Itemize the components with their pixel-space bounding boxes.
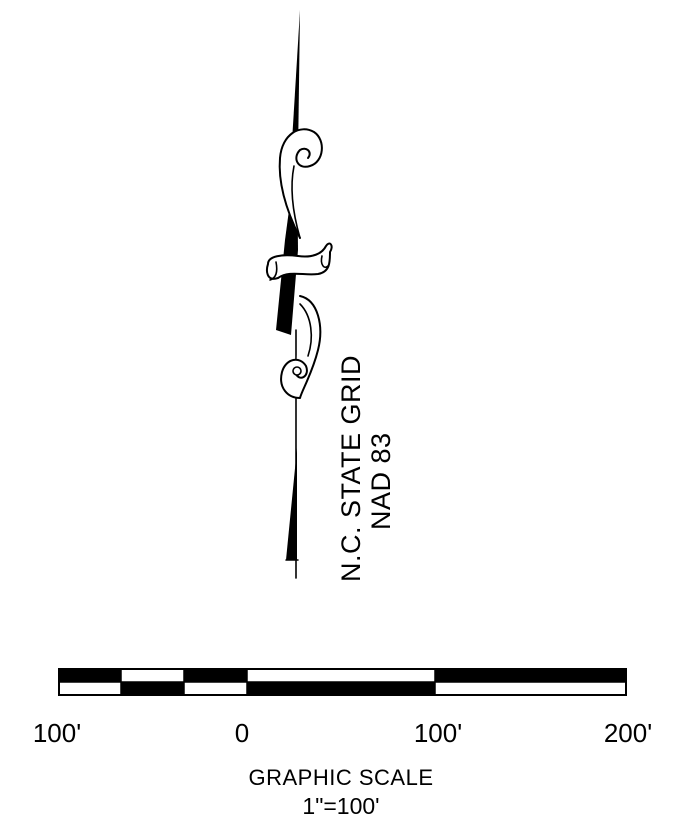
scale-seg-top-2 (121, 669, 184, 682)
scale-bar-outline (58, 668, 627, 696)
north-arrow-upper-scroll (278, 128, 323, 239)
graphic-scale-bar (58, 668, 627, 696)
scale-tick-label-200: 200' (604, 718, 652, 748)
scale-tick-label-neg100: 100' (33, 718, 81, 748)
scale-seg-top-5 (435, 669, 626, 682)
scale-seg-bottom-1 (59, 682, 121, 695)
scale-tick-label-100: 100' (414, 718, 462, 748)
north-arrow-label-grid: N.C. STATE GRID (336, 355, 366, 582)
scale-title: GRAPHIC SCALE (249, 765, 434, 790)
scale-seg-top-1 (59, 669, 121, 682)
scale-seg-bottom-4 (247, 682, 435, 695)
north-arrow-label-datum: NAD 83 (366, 432, 396, 530)
north-arrow-icon (266, 10, 333, 579)
scale-tick-label-0: 0 (235, 718, 249, 748)
north-arrow-lower-blade (286, 448, 297, 560)
scale-seg-top-3 (184, 669, 247, 682)
scale-ratio: 1"=100' (302, 793, 379, 819)
north-arrow-lower-scroll-inner (299, 303, 313, 357)
north-arrow-lower-scroll (280, 295, 322, 399)
north-arrow-ribbon (266, 242, 333, 280)
north-arrow-ribbon-fold (269, 255, 329, 281)
north-arrow-upper-scroll-inner (291, 165, 301, 239)
north-arrow-scroll-eye (292, 366, 302, 376)
north-arrow-label-group: N.C. STATE GRID NAD 83 (336, 355, 396, 582)
scale-seg-bottom-5 (435, 682, 626, 695)
scale-seg-bottom-2 (121, 682, 184, 695)
scale-seg-bottom-3 (184, 682, 247, 695)
north-arrow-upper-spike (291, 10, 300, 158)
scale-seg-top-4 (247, 669, 435, 682)
